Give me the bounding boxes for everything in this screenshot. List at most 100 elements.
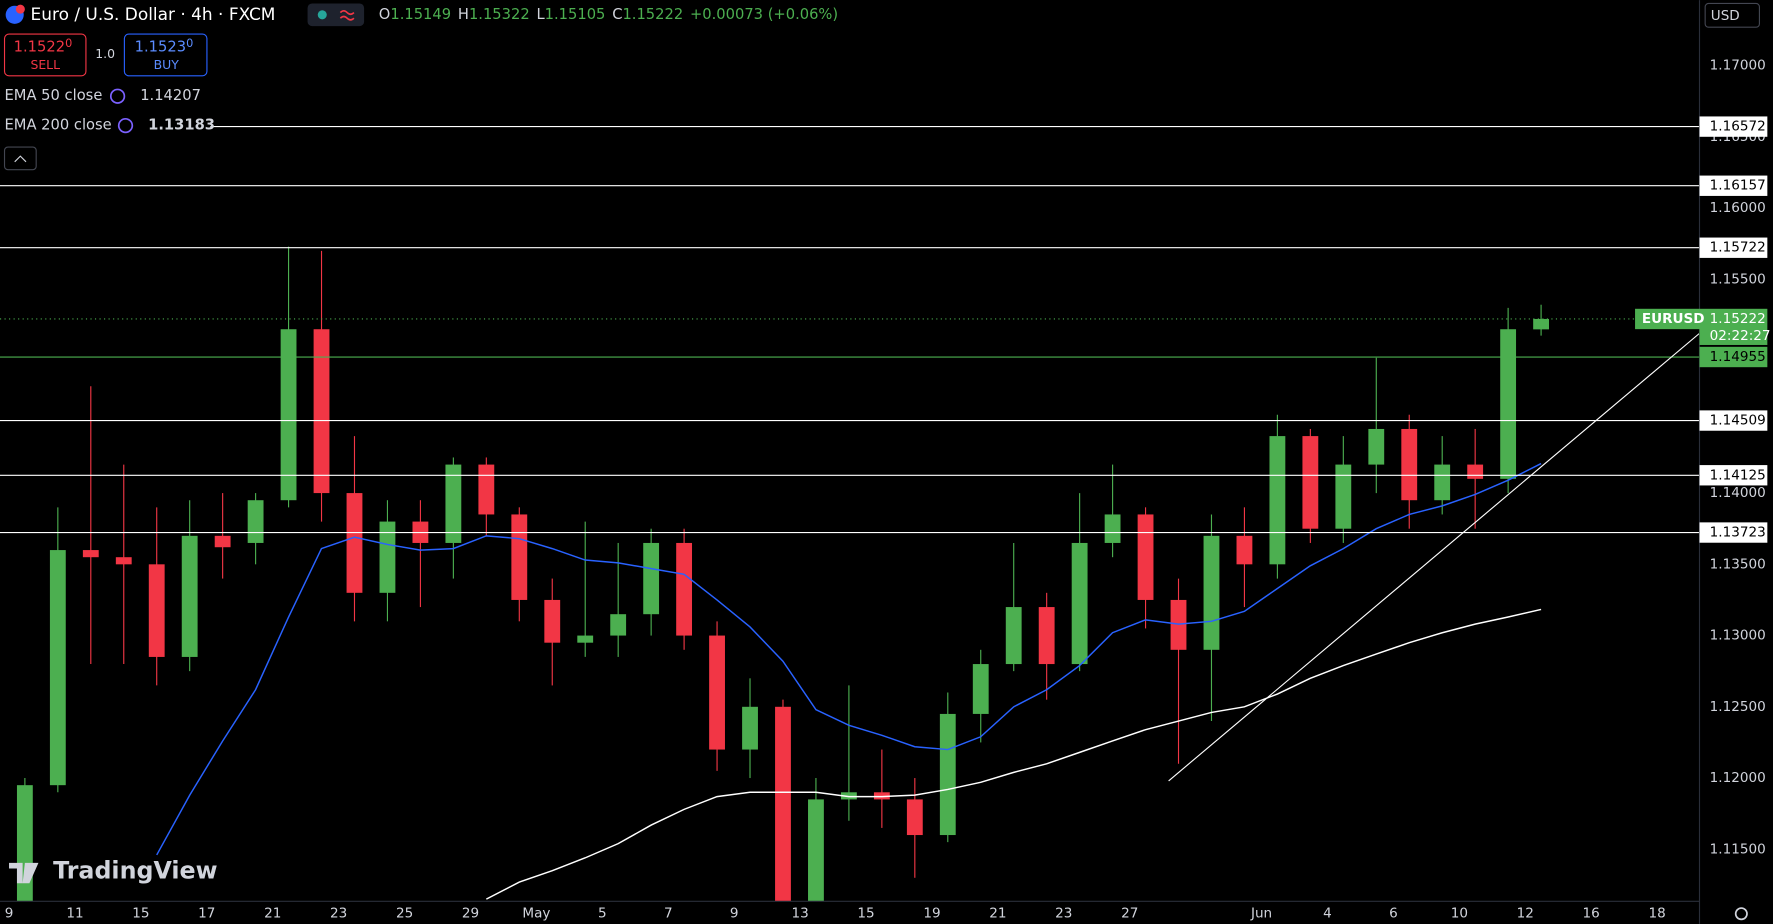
- candle-body: [808, 799, 824, 902]
- x-tick-label: May: [522, 906, 550, 922]
- candle-body: [676, 542, 693, 636]
- candle-body: [346, 493, 363, 593]
- x-tick-label: 29: [462, 906, 479, 922]
- symbol-label-box: [1635, 308, 1700, 330]
- level-label-box: [1699, 522, 1768, 543]
- currency-button[interactable]: [1704, 2, 1760, 28]
- x-tick-label: 25: [396, 906, 413, 922]
- x-tick-label: 21: [989, 906, 1006, 922]
- x-tick-label: 15: [857, 906, 874, 922]
- x-tick-label: 17: [198, 906, 215, 922]
- level-label: 1.14125: [1710, 467, 1766, 483]
- settings-icon[interactable]: [1734, 907, 1748, 921]
- legend-label: EMA 200 close: [5, 117, 112, 134]
- data-icon: [339, 10, 355, 21]
- candle-body: [1236, 535, 1253, 565]
- brand-logo: [9, 862, 39, 884]
- status-icons: [307, 3, 365, 27]
- candle-body: [1500, 329, 1517, 479]
- candle-body: [1071, 542, 1088, 665]
- candle-body: [972, 664, 989, 714]
- candle-body: [709, 635, 725, 750]
- level-label: 1.14509: [1710, 413, 1766, 429]
- x-tick-label: 7: [664, 906, 673, 922]
- sell-label[interactable]: SELL: [30, 57, 60, 72]
- level-label-box: [1699, 116, 1768, 137]
- candle-body: [1467, 464, 1484, 479]
- symbol-label: EURUSD: [1642, 311, 1705, 327]
- candle-body: [16, 785, 33, 902]
- currency[interactable]: USD: [1711, 8, 1740, 24]
- candle-body: [1368, 428, 1385, 465]
- y-tick-label: 1.17000: [1710, 58, 1766, 74]
- support-label: 1.14955: [1710, 349, 1766, 365]
- candle-body: [115, 557, 132, 565]
- y-tick-label: 1.11500: [1710, 841, 1766, 857]
- candle-body: [511, 514, 528, 600]
- x-tick-label: 6: [1389, 906, 1398, 922]
- candle-body: [148, 564, 165, 657]
- candle-body: [1203, 535, 1220, 650]
- axis-background: [1699, 0, 1773, 924]
- level-label: 1.15722: [1710, 240, 1766, 256]
- x-tick-label: 12: [1517, 906, 1534, 922]
- spread: 1.0: [95, 46, 115, 61]
- x-tick-label: 21: [264, 906, 281, 922]
- sell-price[interactable]: 1.15220: [14, 37, 73, 55]
- candle-body: [214, 535, 231, 548]
- brand: TradingView: [53, 856, 217, 884]
- candle-body: [544, 599, 561, 643]
- last-price-box: [1699, 308, 1768, 345]
- candle-body: [1302, 436, 1319, 529]
- candle-body: [775, 706, 791, 902]
- support-label-box: [1699, 346, 1768, 368]
- x-tick-label: 9: [5, 906, 14, 922]
- legend-icon[interactable]: [109, 88, 126, 104]
- market-open-icon: [317, 10, 327, 20]
- level-label-box: [1699, 175, 1768, 196]
- candle-body: [49, 550, 66, 786]
- buy-label[interactable]: BUY: [154, 57, 180, 72]
- y-tick-label: 1.16000: [1710, 200, 1766, 216]
- y-tick-label: 1.13000: [1710, 628, 1766, 644]
- x-tick-label: 23: [1055, 906, 1072, 922]
- candle-body: [939, 713, 956, 836]
- candle-body: [742, 706, 758, 750]
- x-tick-label: 11: [66, 906, 83, 922]
- level-label: 1.16157: [1710, 178, 1766, 194]
- x-tick-label: 23: [330, 906, 347, 922]
- ema-line: [156, 462, 1542, 856]
- candle-body: [478, 464, 495, 515]
- legend-label: EMA 50 close: [5, 87, 103, 104]
- candle-body: [445, 464, 462, 543]
- candle-body: [1269, 436, 1286, 565]
- level-label: 1.13723: [1710, 525, 1766, 541]
- level-label: 1.16572: [1710, 119, 1766, 135]
- x-tick-label: 9: [730, 906, 739, 922]
- candle-body: [1401, 428, 1418, 501]
- x-tick-label: 10: [1451, 906, 1468, 922]
- header: Euro / U.S. Dollar · 4h · FXCM O1.15149 H…: [0, 3, 1748, 921]
- collapse-icon[interactable]: [14, 155, 27, 163]
- candle-body: [313, 329, 330, 494]
- y-tick-label: 1.14000: [1710, 485, 1766, 501]
- trendline: [1168, 333, 1700, 782]
- y-tick-label: 1.12500: [1710, 699, 1766, 715]
- candle-body: [610, 614, 627, 636]
- sell-button[interactable]: [3, 33, 87, 77]
- flag-icon: [15, 4, 25, 14]
- legend-icon[interactable]: [117, 117, 134, 134]
- collapse-button[interactable]: [3, 146, 37, 171]
- buy-price[interactable]: 1.15230: [135, 37, 194, 55]
- ema-line: [485, 608, 1542, 900]
- x-tick-label: Jun: [1250, 906, 1272, 922]
- candle-body: [1533, 318, 1550, 330]
- x-tick-label: 18: [1648, 906, 1665, 922]
- symbol-title: Euro / U.S. Dollar · 4h · FXCM: [31, 4, 276, 24]
- legend-value: 1.13183: [148, 117, 215, 134]
- buy-button[interactable]: [123, 33, 208, 77]
- y-tick-label: 1.12000: [1710, 770, 1766, 786]
- candle-body: [280, 329, 297, 501]
